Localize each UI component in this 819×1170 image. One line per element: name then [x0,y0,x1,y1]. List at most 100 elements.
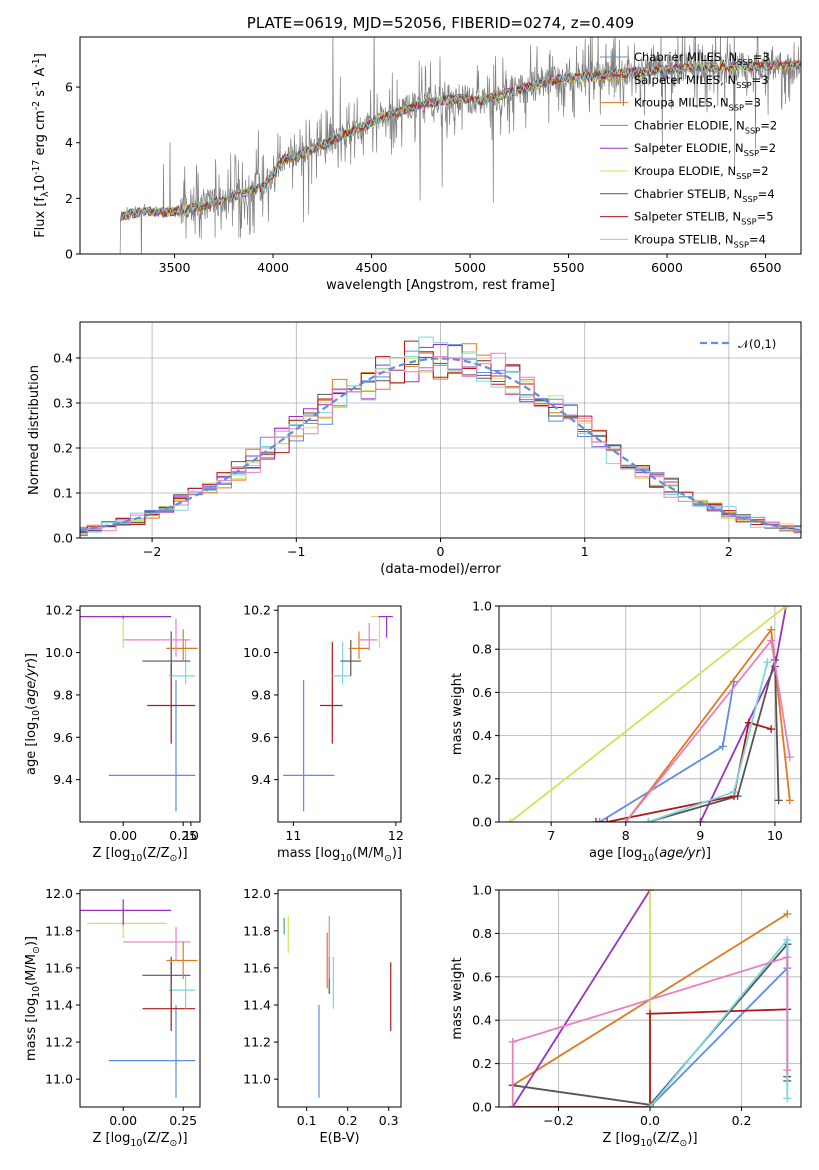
y-tick-label: 9.8 [53,687,73,702]
y-tick-label: 0.0 [472,1100,492,1115]
y-tick-label: 0.6 [472,969,492,984]
legend-label: Kroupa STELIB, NSSP​=4 [634,232,766,249]
chart-title: PLATE=0619, MJD=52056, FIBERID=0274, z=0… [247,14,634,32]
legend-label: 𝒩(0,1) [738,337,776,351]
x-tick-label: 5000 [454,260,486,275]
plot-area [118,37,801,254]
weight-line [647,661,769,822]
weight-line [625,627,791,822]
y-tick-label: 10.0 [243,645,271,660]
y-tick-label: 1.0 [472,599,492,614]
axes-frame [79,605,201,823]
x-tick-label: 5500 [553,260,585,275]
histogram-step [80,336,801,533]
y-tick-label: 0.4 [472,728,492,743]
y-tick-label: 1.0 [472,883,492,898]
x-tick-label: 0.2 [732,1113,752,1128]
y-tick-label: 0.4 [53,351,73,366]
x-tick-label: 2 [725,544,733,559]
plot-area [283,615,393,812]
y-tick-label: 0.2 [472,771,492,786]
x-tick-label: −0.2 [543,1113,573,1128]
x-axis-label: Z [log10​(Z/Z⊙​)] [92,1131,187,1149]
plot-area [506,606,794,822]
y-tick-label: 9.8 [251,687,271,702]
plot-area [80,899,198,1098]
weight-line [512,1008,788,1107]
x-tick-label: 0.3 [379,1113,399,1128]
y-tick-label: 0.0 [472,815,492,830]
x-tick-label: 3500 [159,260,191,275]
x-tick-label: −1 [287,544,305,559]
observed-spectrum [118,37,801,254]
x-tick-label: 12 [388,828,404,843]
x-tick-label: 10 [183,828,199,843]
y-tick-label: 11.8 [243,923,271,938]
legend-label: Kroupa ELODIE, NSSP​=2 [634,164,769,181]
x-tick-label: 0.0 [640,1113,660,1128]
x-tick-label: 0.1 [297,1113,317,1128]
y-tick-label: 10.0 [45,645,73,660]
model-line [120,59,800,222]
model-line [120,59,801,222]
y-tick-label: 6 [65,80,73,95]
weight-line [511,956,789,1107]
x-tick-label: −2 [143,544,161,559]
plot-area [80,614,198,812]
y-tick-label: 9.6 [251,730,271,745]
y-axis-label: Normed distribution [27,365,42,495]
y-tick-label: 10.2 [243,603,271,618]
weight-line [511,890,651,1107]
x-tick-label: 11 [285,828,301,843]
x-axis-label: E(B-V) [319,1131,359,1146]
y-tick-label: 0.6 [472,685,492,700]
axes-frame [79,889,201,1108]
weight-line [509,606,787,822]
y-tick-label: 12.0 [45,886,73,901]
y-tick-label: 0.8 [472,642,492,657]
legend-label: Salpeter ELODIE, NSSP​=2 [634,141,776,158]
y-tick-label: 11.4 [45,997,73,1012]
y-tick-label: 10.2 [45,603,73,618]
y-tick-label: 11.6 [243,960,271,975]
y-tick-label: 0 [65,247,73,262]
x-tick-label: 0.00 [109,1113,137,1128]
axes-frame [79,321,802,539]
x-tick-label: 1 [581,544,589,559]
y-tick-label: 11.0 [45,1072,73,1087]
x-axis-label: Z [log10​(Z/Z⊙​)] [92,846,187,864]
y-tick-label: 11.2 [243,1035,271,1050]
y-axis-label: mass weight [450,957,465,1039]
plot-area [80,336,801,536]
weight-line [647,659,780,822]
x-axis-label: wavelength [Angstrom, rest frame] [326,278,555,293]
y-tick-label: 0.4 [472,1013,492,1028]
x-tick-label: 9 [696,828,704,843]
y-axis-label: Flux [fλ​10-17​ erg cm-2​ s-1​ A-1​] [31,53,51,238]
x-tick-label: 4000 [257,260,289,275]
x-tick-label: 8 [622,828,630,843]
plot-area [508,890,792,1107]
gaussian-curve [80,357,801,532]
x-axis-label: Z [log10​(Z/Z⊙​)] [602,1131,697,1149]
y-tick-label: 11.0 [243,1072,271,1087]
y-tick-label: 9.4 [251,772,271,787]
y-axis-label: mass [log10​(M/M⊙​)] [24,936,42,1061]
x-tick-label: 6000 [651,260,683,275]
y-tick-label: 9.6 [53,730,73,745]
axes-frame [277,889,402,1108]
y-tick-label: 11.2 [45,1035,73,1050]
x-tick-label: 6500 [750,260,782,275]
x-tick-label: 0.25 [169,1113,197,1128]
y-tick-label: 11.8 [45,923,73,938]
y-tick-label: 0.2 [53,441,73,456]
plot-area [283,915,392,1098]
y-tick-label: 11.6 [45,960,73,975]
y-tick-label: 0.0 [53,531,73,546]
x-tick-label: 0.2 [338,1113,358,1128]
x-tick-label: 7 [547,828,555,843]
y-tick-label: 12.0 [243,886,271,901]
x-axis-label: age [log10​(age/yr)] [589,846,711,864]
axes-frame [498,889,802,1108]
